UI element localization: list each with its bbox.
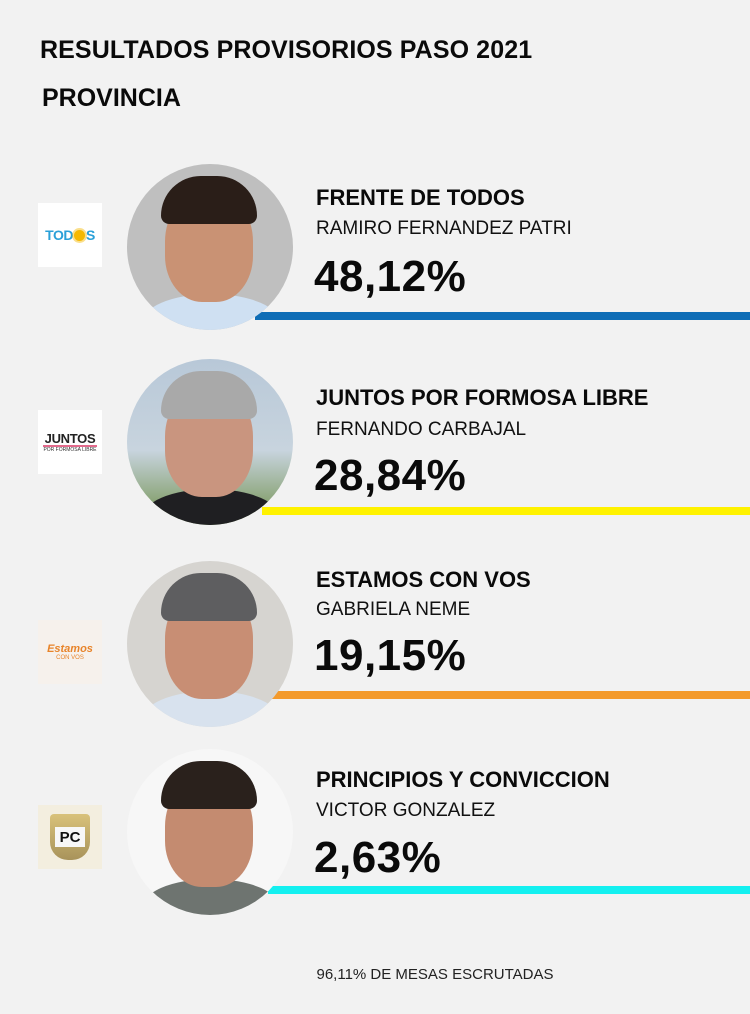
candidate-name: FERNANDO CARBAJAL — [316, 419, 527, 440]
result-row-estamos-con-vos: Estamos CON VOS ESTAMOS CON VOS GABRIELA… — [0, 555, 750, 735]
party-name: JUNTOS POR FORMOSA LIBRE — [316, 385, 649, 410]
candidate-photo — [127, 749, 293, 915]
vote-percent: 19,15% — [314, 631, 467, 680]
logo-subtext: POR FORMOSA LIBRE — [43, 446, 97, 453]
vote-percent: 28,84% — [314, 451, 467, 500]
page-title: RESULTADOS PROVISORIOS PASO 2021 — [40, 36, 533, 64]
logo-subtext: CON VOS — [56, 654, 84, 661]
result-bar — [262, 507, 750, 515]
party-name: ESTAMOS CON VOS — [316, 567, 531, 592]
result-bar — [255, 312, 750, 320]
logo-text-end: S — [85, 227, 95, 243]
candidate-name: VICTOR GONZALEZ — [316, 800, 496, 821]
party-name: FRENTE DE TODOS — [316, 185, 525, 210]
logo-text: TOD — [45, 227, 73, 243]
party-logo-estamos: Estamos CON VOS — [38, 620, 102, 684]
result-row-frente-de-todos: TOD S FRENTE DE TODOS RAMIRO FERNANDEZ P… — [0, 160, 750, 340]
candidate-name: GABRIELA NEME — [316, 599, 471, 620]
scrutiny-status: 96,11% DE MESAS ESCRUTADAS — [316, 966, 554, 983]
result-bar — [268, 886, 750, 894]
party-logo-juntos: JUNTOS POR FORMOSA LIBRE — [38, 410, 102, 474]
logo-text: PC — [55, 827, 85, 847]
sun-icon — [73, 229, 85, 241]
logo-text: Estamos — [47, 642, 93, 655]
candidate-photo — [127, 561, 293, 727]
vote-percent: 48,12% — [314, 252, 467, 301]
party-name: PRINCIPIOS Y CONVICCION — [316, 767, 610, 792]
result-row-juntos-por-formosa-libre: JUNTOS POR FORMOSA LIBRE JUNTOS POR FORM… — [0, 355, 750, 535]
logo-text: JUNTOS — [43, 430, 97, 447]
result-bar — [272, 691, 750, 699]
candidate-photo — [127, 359, 293, 525]
party-logo-todos: TOD S — [38, 203, 102, 267]
vote-percent: 2,63% — [314, 833, 442, 882]
shield-icon: PC — [50, 814, 90, 860]
result-row-principios-y-conviccion: PC PRINCIPIOS Y CONVICCION VICTOR GONZAL… — [0, 745, 750, 925]
page-subtitle: PROVINCIA — [42, 84, 181, 112]
candidate-name: RAMIRO FERNANDEZ PATRI — [316, 218, 572, 239]
party-logo-pc: PC — [38, 805, 102, 869]
candidate-photo — [127, 164, 293, 330]
